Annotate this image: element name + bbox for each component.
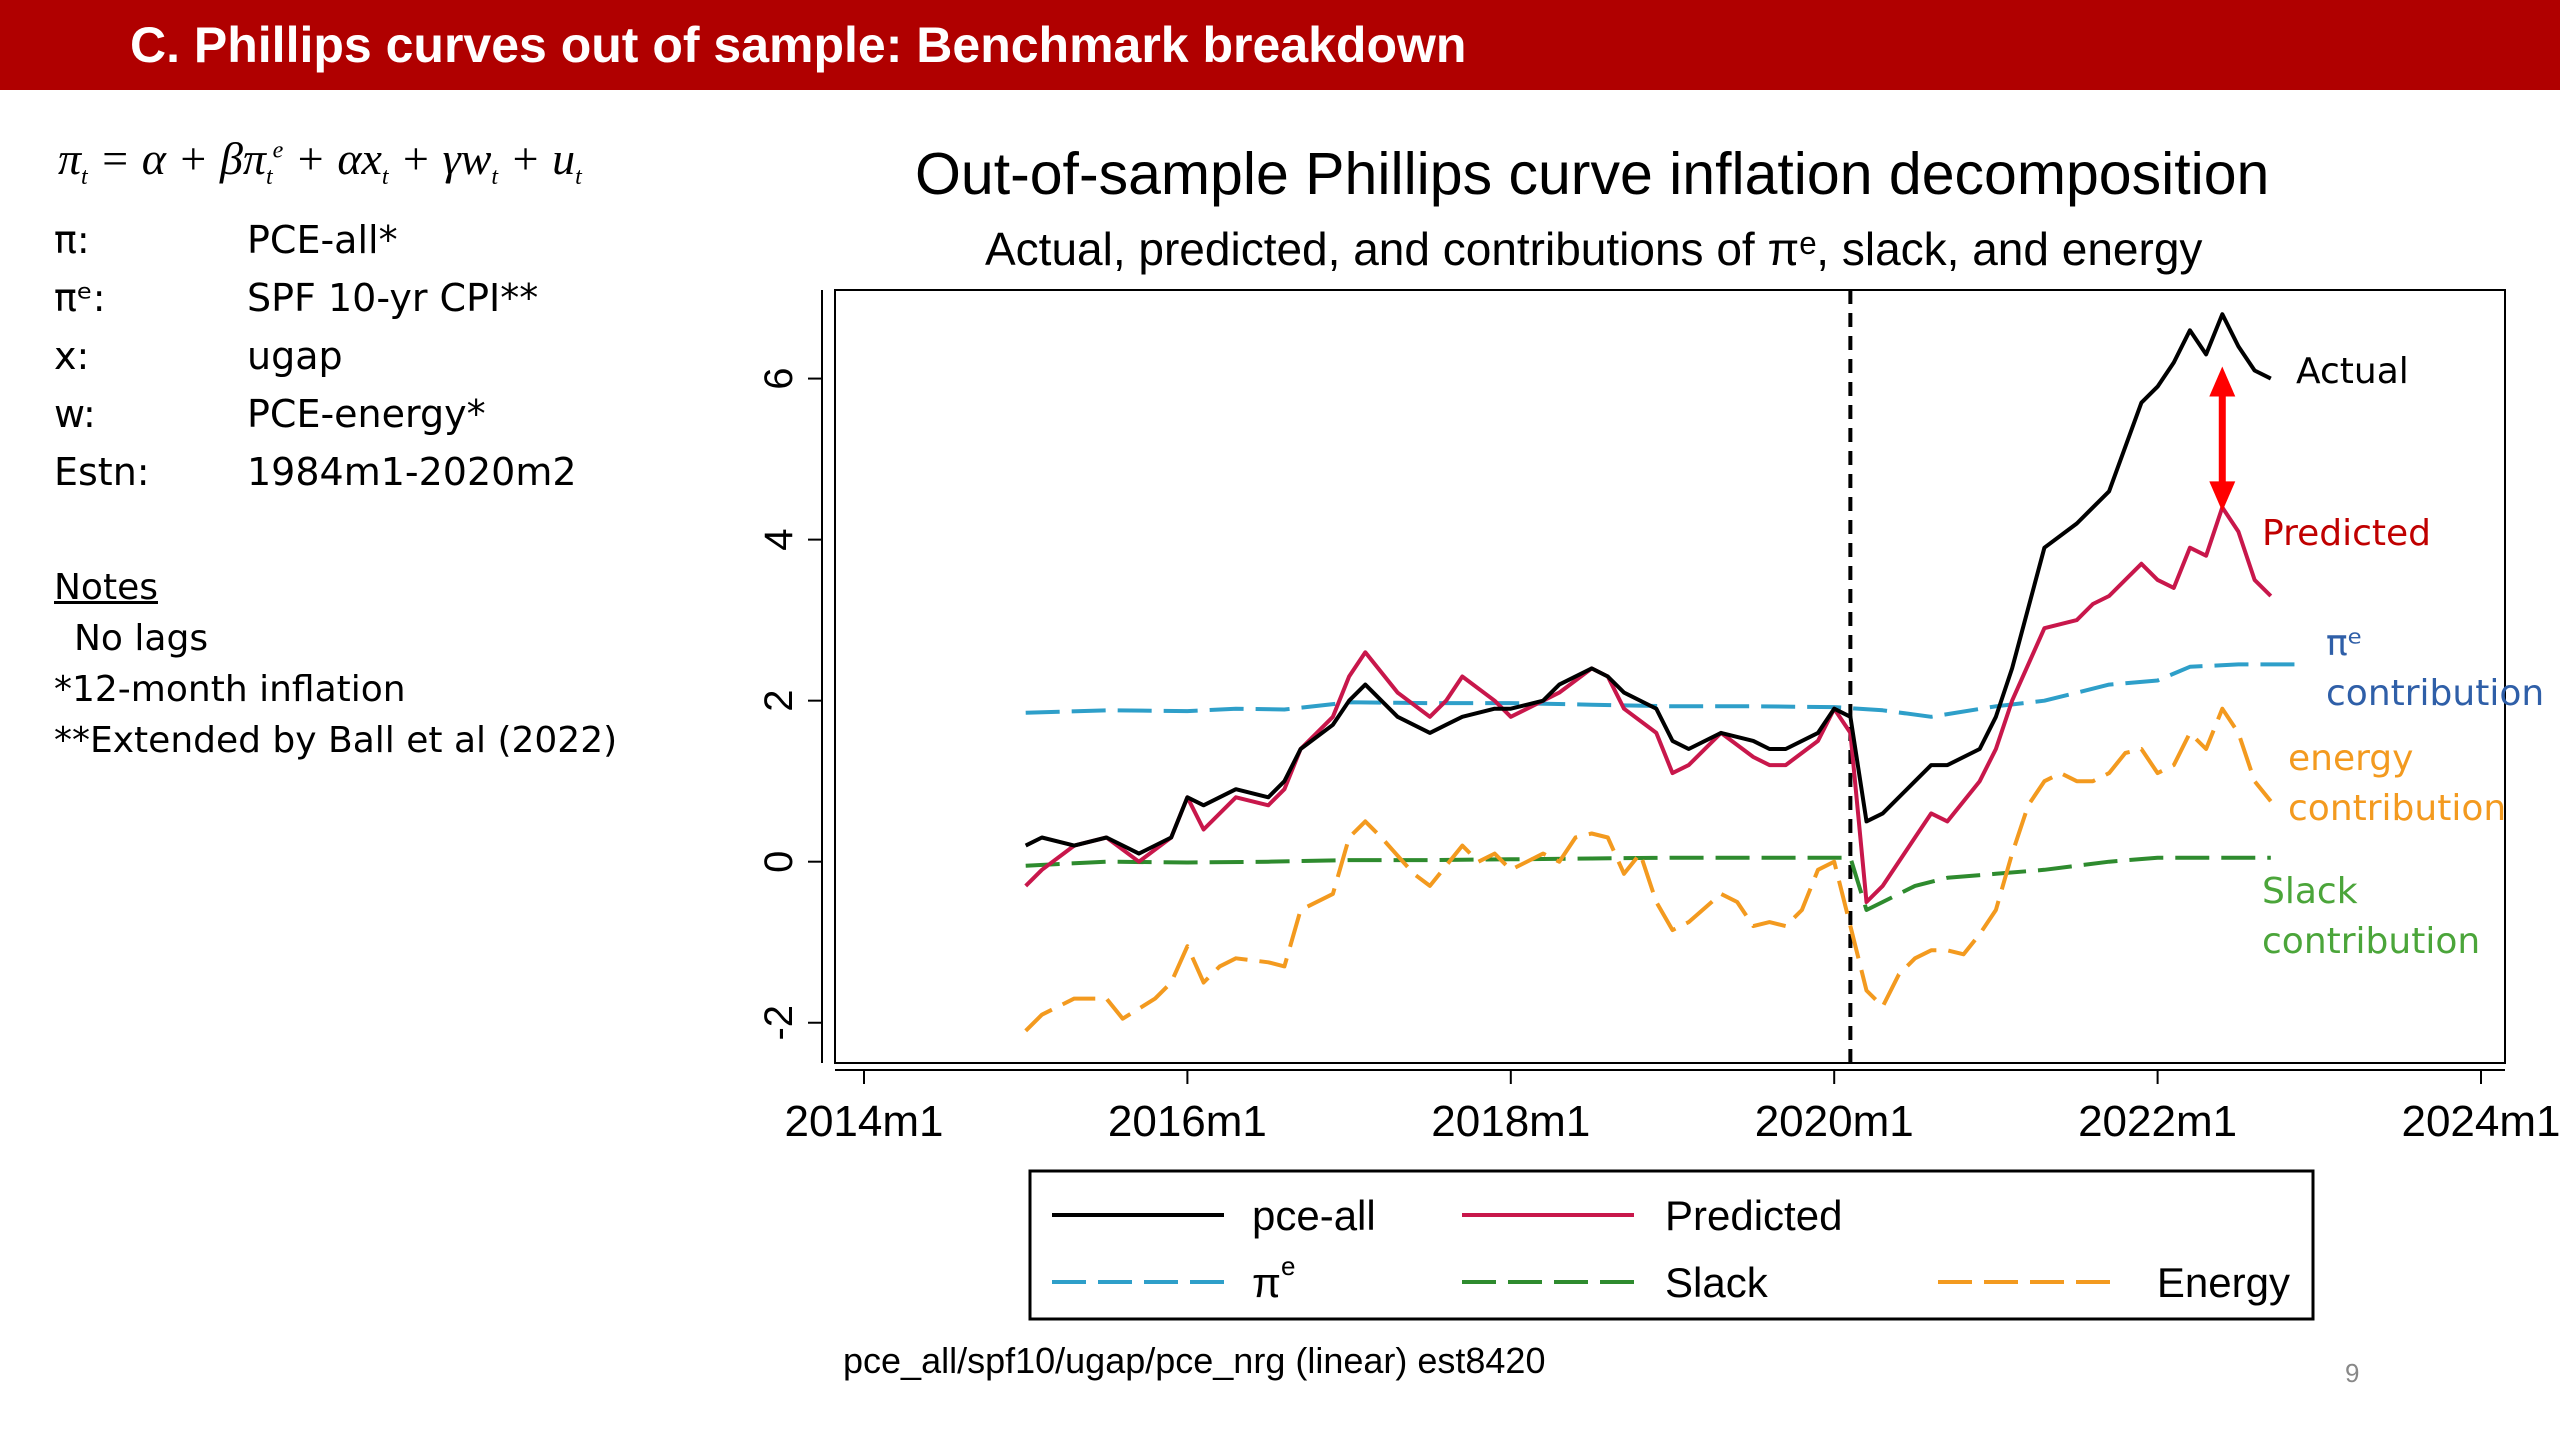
page-number: 9 [2345, 1358, 2360, 1388]
gap-arrow-head-down [2209, 481, 2236, 512]
series-line- [1025, 662, 2304, 719]
legend-label-sup: e [1281, 1251, 1295, 1281]
x-tick-label: 2014m1 [784, 1097, 943, 1146]
y-tick-label: 6 [757, 367, 801, 389]
definition-value: ugap [247, 334, 343, 378]
legend-label: pce-all [1252, 1192, 1376, 1239]
legend-label: Energy [2157, 1259, 2290, 1306]
definition-value: PCE-all* [247, 218, 398, 262]
legend-label: Slack [1665, 1259, 1769, 1306]
notes-block: Notes No lags *12-month inflation **Exte… [54, 562, 617, 766]
definition-value: SPF 10-yr CPI** [247, 276, 539, 320]
definition-key: w: [54, 392, 96, 436]
note-line: **Extended by Ball et al (2022) [54, 720, 618, 761]
legend-label: Predicted [1665, 1192, 1842, 1239]
y-tick-label: 4 [757, 528, 801, 550]
phillips-formula: πt = α + βπte + αxt + γwt + ut [58, 133, 582, 191]
annotation-energy-contribution: energy [2288, 738, 2413, 779]
notes-title: Notes [54, 567, 158, 608]
annotation-pie-contribution: contribution [2326, 673, 2544, 714]
gap-arrow-head-up [2209, 366, 2236, 397]
definition-key: πᵉ: [54, 276, 106, 320]
x-tick-label: 2022m1 [2078, 1097, 2237, 1146]
annotation-pie-contribution: πᵉ [2326, 623, 2363, 664]
annotation-slack-contribution: Slack [2262, 871, 2358, 912]
note-line: *12-month inflation [54, 669, 406, 710]
definition-value: PCE-energy* [247, 392, 486, 436]
annotation-actual: Actual [2296, 351, 2409, 392]
annotation-slack-contribution: contribution [2262, 921, 2480, 962]
title-banner: C. Phillips curves out of sample: Benchm… [0, 0, 2560, 90]
series-line-energy [1024, 706, 2273, 1033]
slide-title: C. Phillips curves out of sample: Benchm… [130, 17, 1467, 73]
plot-frame [834, 289, 2506, 1064]
y-tick-label: 0 [757, 851, 801, 873]
annotation-predicted: Predicted [2262, 513, 2431, 554]
y-tick-label: 2 [757, 690, 801, 712]
definition-key: π: [54, 218, 90, 262]
x-tick-label: 2020m1 [1755, 1097, 1914, 1146]
series-line-predicted [1024, 505, 2273, 904]
definition-key: Estn: [54, 450, 150, 494]
series-line-pceall [1024, 312, 2272, 856]
x-tick-label: 2018m1 [1431, 1097, 1590, 1146]
footer-note: pce_all/spf10/ugap/pce_nrg (linear) est8… [843, 1340, 1546, 1381]
x-tick-label: 2016m1 [1108, 1097, 1267, 1146]
x-tick-label: 2024m1 [2401, 1097, 2560, 1146]
chart-title: Out-of-sample Phillips curve inflation d… [915, 141, 2270, 207]
chart-subtitle: Actual, predicted, and contributions of … [985, 223, 2203, 275]
annotation-energy-contribution: contribution [2288, 788, 2506, 829]
series-line-slack [1025, 855, 2271, 912]
y-tick-label: -2 [757, 1005, 801, 1041]
definition-key: x: [54, 334, 90, 378]
legend-box [1028, 1169, 2315, 1321]
definition-value: 1984m1-2020m2 [247, 450, 577, 494]
note-line: No lags [74, 618, 209, 659]
